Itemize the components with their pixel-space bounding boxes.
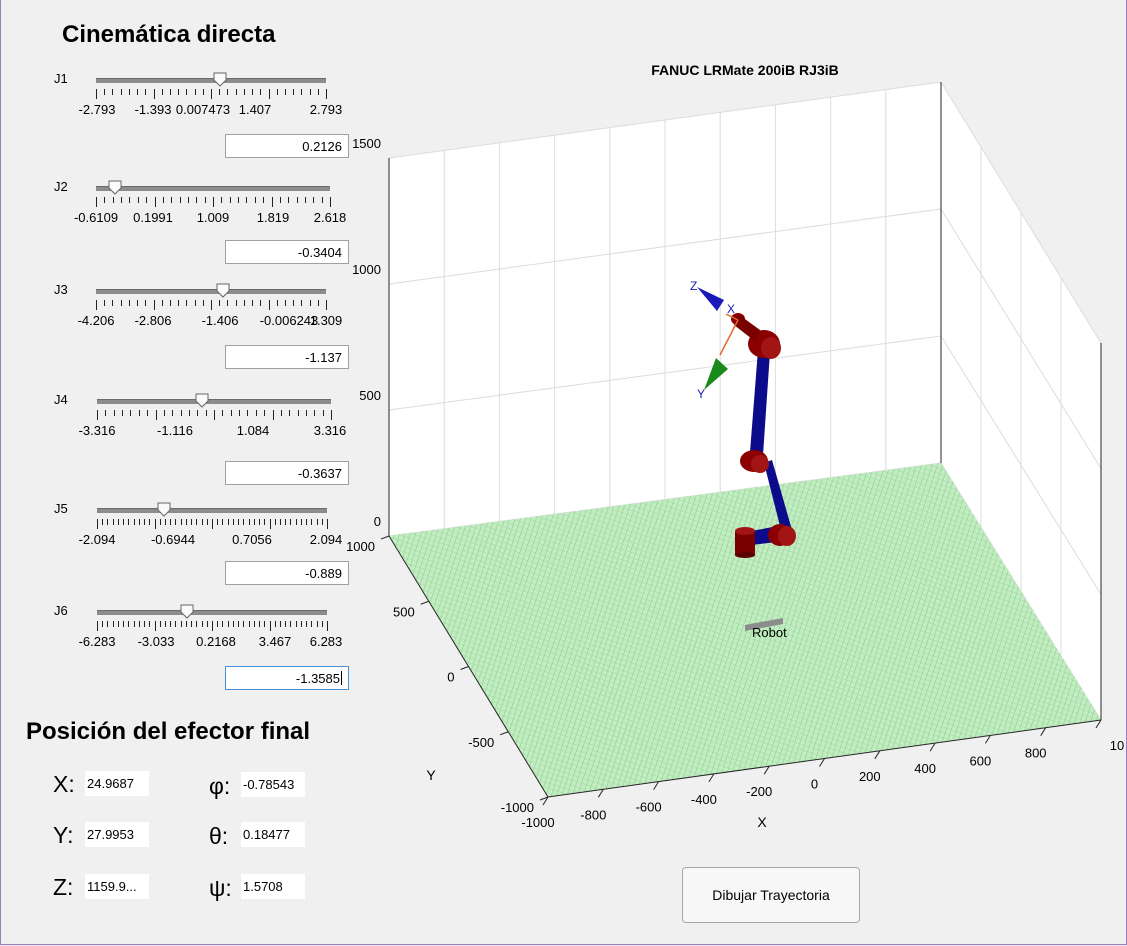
slider-thumb[interactable] xyxy=(195,393,209,409)
slider-thumb[interactable] xyxy=(213,72,227,88)
slider-tick-label: -0.6109 xyxy=(73,210,119,225)
slider-track[interactable] xyxy=(97,610,327,615)
slider-thumb[interactable] xyxy=(216,283,230,299)
slider-track[interactable] xyxy=(96,78,326,83)
slider-tick-label: 3.316 xyxy=(313,423,347,438)
joint-slider-3[interactable] xyxy=(96,283,327,314)
joint-value-field-4[interactable]: -0.3637 xyxy=(225,461,349,485)
slider-tick-label: 1.407 xyxy=(238,102,272,117)
slider-tick-label: -3.316 xyxy=(78,423,116,438)
y-value-field[interactable]: 27.9953 xyxy=(85,822,149,847)
slider-track[interactable] xyxy=(97,399,331,404)
slider-ticks xyxy=(96,89,327,101)
slider-tick-label: 0.007473 xyxy=(175,102,231,117)
psi-label: ψ: xyxy=(209,875,232,901)
joint-value-field-6[interactable]: -1.3585 xyxy=(225,666,349,690)
pose-title: Posición del efector final xyxy=(26,718,311,745)
slider-tick-label: -4.206 xyxy=(77,313,115,328)
joint-slider-6[interactable] xyxy=(97,604,328,635)
slider-tick-label: 1.819 xyxy=(256,210,290,225)
joint-value-field-3[interactable]: -1.137 xyxy=(225,345,349,369)
slider-tick-label: 3.467 xyxy=(258,634,292,649)
slider-ticks xyxy=(97,410,332,422)
slider-thumb[interactable] xyxy=(180,604,194,620)
joint-value-field-5[interactable]: -0.889 xyxy=(225,561,349,585)
joint-slider-4[interactable] xyxy=(97,393,332,424)
phi-label: φ: xyxy=(209,773,231,799)
slider-track[interactable] xyxy=(96,186,330,191)
slider-tick-label: 0.1991 xyxy=(133,210,173,225)
slider-tick-label: -2.793 xyxy=(78,102,116,117)
theta-label: θ: xyxy=(209,823,229,849)
theta-value-field[interactable]: 0.18477 xyxy=(241,822,305,847)
slider-tick-label: 2.618 xyxy=(313,210,347,225)
slider-tick-label: 1.009 xyxy=(196,210,230,225)
phi-value-field[interactable]: -0.78543 xyxy=(241,772,305,797)
slider-tick-label: -6.283 xyxy=(78,634,116,649)
slider-tick-label: -0.006243 xyxy=(259,313,319,328)
joint-label-1: J1 xyxy=(54,71,68,86)
joint-label-6: J6 xyxy=(54,603,68,618)
slider-tick-label: 1.309 xyxy=(309,313,343,328)
slider-tick-label: 0.7056 xyxy=(232,532,272,547)
z-label: Z: xyxy=(53,874,74,900)
draw-trajectory-button[interactable]: Dibujar Trayectoria xyxy=(682,867,860,923)
slider-tick-label: 2.793 xyxy=(309,102,343,117)
slider-tick-label: 0.2168 xyxy=(196,634,236,649)
z-value-field[interactable]: 1159.9... xyxy=(85,874,149,899)
slider-tick-label: -1.116 xyxy=(157,423,193,438)
joint-label-4: J4 xyxy=(54,392,68,407)
joint-label-3: J3 xyxy=(54,282,68,297)
slider-ticks xyxy=(96,197,331,209)
slider-track[interactable] xyxy=(96,289,326,294)
slider-ticks xyxy=(96,300,327,312)
fk-title: Cinemática directa xyxy=(62,21,276,48)
slider-tick-label: 1.084 xyxy=(236,423,270,438)
joint-label-2: J2 xyxy=(54,179,68,194)
psi-value-field[interactable]: 1.5708 xyxy=(241,874,305,899)
slider-tick-label: 2.094 xyxy=(309,532,343,547)
slider-thumb[interactable] xyxy=(157,502,171,518)
joint-slider-1[interactable] xyxy=(96,72,327,103)
slider-tick-label: -2.094 xyxy=(78,532,116,547)
slider-tick-label: -0.6944 xyxy=(150,532,196,547)
slider-tick-label: -2.806 xyxy=(134,313,172,328)
joint-slider-5[interactable] xyxy=(97,502,328,533)
y-label: Y: xyxy=(53,822,74,848)
slider-tick-label: -3.033 xyxy=(137,634,175,649)
slider-track[interactable] xyxy=(97,508,327,513)
slider-thumb[interactable] xyxy=(108,180,122,196)
slider-tick-label: 6.283 xyxy=(309,634,343,649)
joint-value-field-2[interactable]: -0.3404 xyxy=(225,240,349,264)
joint-value-field-1[interactable]: 0.2126 xyxy=(225,134,349,158)
x-label: X: xyxy=(53,771,75,797)
slider-tick-label: -1.393 xyxy=(134,102,172,117)
slider-tick-label: -1.406 xyxy=(201,313,239,328)
slider-ticks xyxy=(97,621,328,633)
x-value-field[interactable]: 24.9687 xyxy=(85,771,149,796)
joint-slider-2[interactable] xyxy=(96,180,331,211)
slider-ticks xyxy=(97,519,328,531)
joint-label-5: J5 xyxy=(54,501,68,516)
